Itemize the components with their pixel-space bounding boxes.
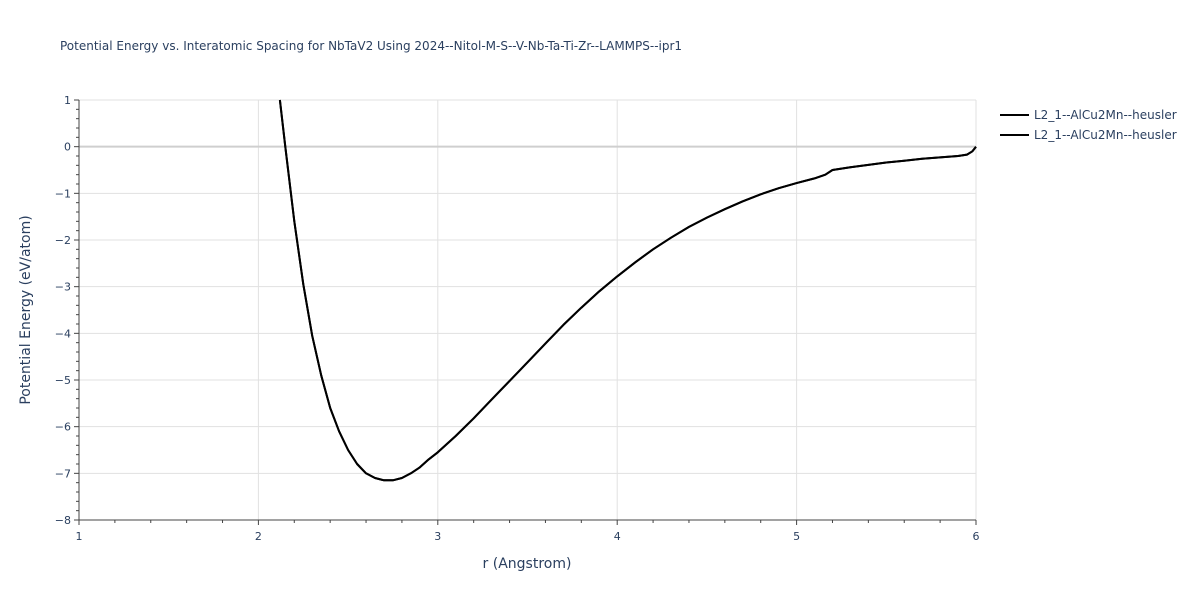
x-tick-label: 1: [76, 530, 83, 543]
y-tick-label: −4: [55, 327, 71, 340]
y-tick-label: 0: [64, 141, 71, 154]
x-tick-label: 6: [973, 530, 980, 543]
y-tick-label: −1: [55, 187, 71, 200]
y-tick-label: 1: [64, 94, 71, 107]
y-tick-label: −7: [55, 467, 71, 480]
x-axis-title: r (Angstrom): [483, 556, 572, 572]
x-tick-label: 4: [614, 530, 621, 543]
x-tick-label: 2: [255, 530, 262, 543]
legend-label: L2_1--AlCu2Mn--heusler: [1034, 108, 1177, 122]
y-tick-label: −5: [55, 374, 71, 387]
chart-title: Potential Energy vs. Interatomic Spacing…: [60, 39, 682, 53]
y-tick-label: −8: [55, 514, 71, 527]
grid: [79, 99, 977, 520]
series-lines: [278, 99, 977, 482]
legend: L2_1--AlCu2Mn--heusler L2_1--AlCu2Mn--heu…: [1000, 108, 1177, 142]
y-tick-label: −2: [55, 234, 71, 247]
series-line-2: [278, 99, 977, 482]
y-tick-label: −3: [55, 281, 71, 294]
legend-label: L2_1--AlCu2Mn--heusler: [1034, 128, 1177, 142]
y-axis-title: Potential Energy (eV/atom): [18, 215, 34, 404]
x-tick-label: 5: [793, 530, 800, 543]
y-tick-label: −6: [55, 421, 71, 434]
x-tick-label: 3: [434, 530, 441, 543]
axes: 1 2 3 4 5 6 1 0 −1 −2 −3 −4 −5 −6 −7 −8: [55, 94, 980, 543]
